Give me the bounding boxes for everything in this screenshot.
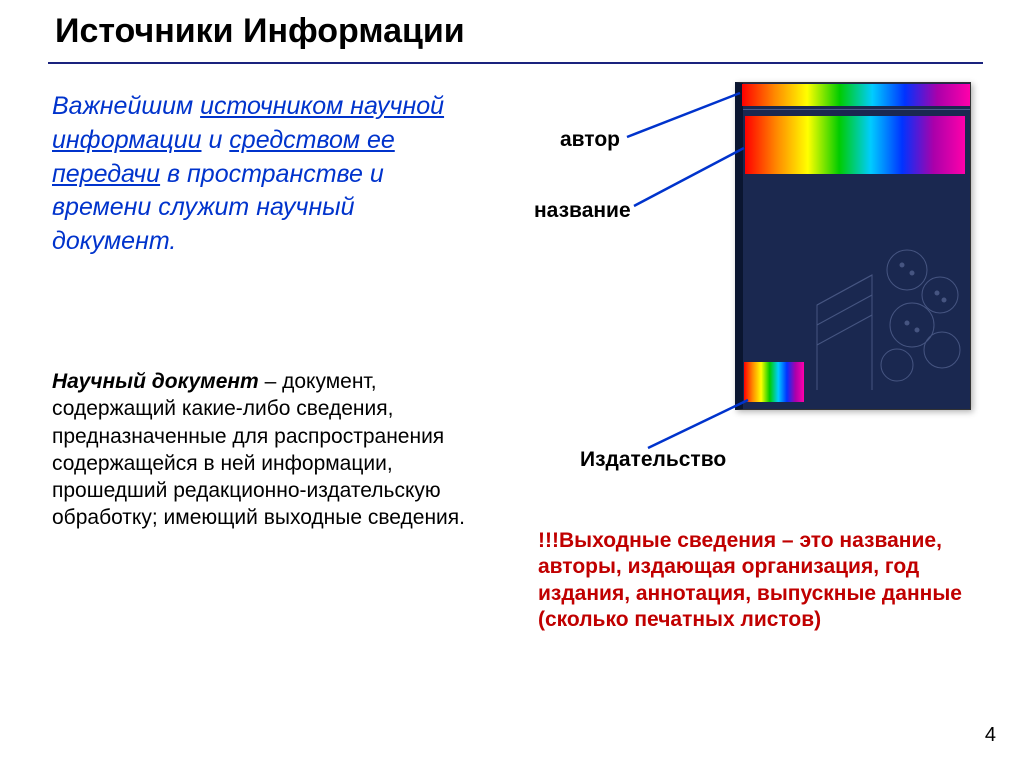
intro-paragraph: Важнейшим источником научной информации … (52, 90, 472, 259)
callout-title (745, 116, 965, 174)
label-author: автор (560, 128, 620, 152)
book-rule (743, 109, 970, 110)
definition-term: Научный документ (52, 370, 259, 393)
callout-author (742, 84, 970, 106)
output-data-note: !!!Выходные сведения – это название, авт… (538, 528, 978, 633)
book-cover-art (812, 215, 962, 395)
label-title: название (534, 199, 631, 223)
intro-text-2: и (202, 126, 230, 154)
callout-publisher (744, 362, 804, 402)
page-number: 4 (985, 724, 996, 747)
title-rule (48, 62, 983, 64)
intro-text-1: Важнейшим (52, 92, 200, 120)
label-publisher: Издательство (580, 448, 726, 472)
definition-paragraph: Научный документ – документ, содержащий … (52, 368, 472, 532)
definition-body: – документ, содержащий какие-либо сведен… (52, 370, 465, 529)
slide-title: Источники Информации (55, 12, 465, 51)
